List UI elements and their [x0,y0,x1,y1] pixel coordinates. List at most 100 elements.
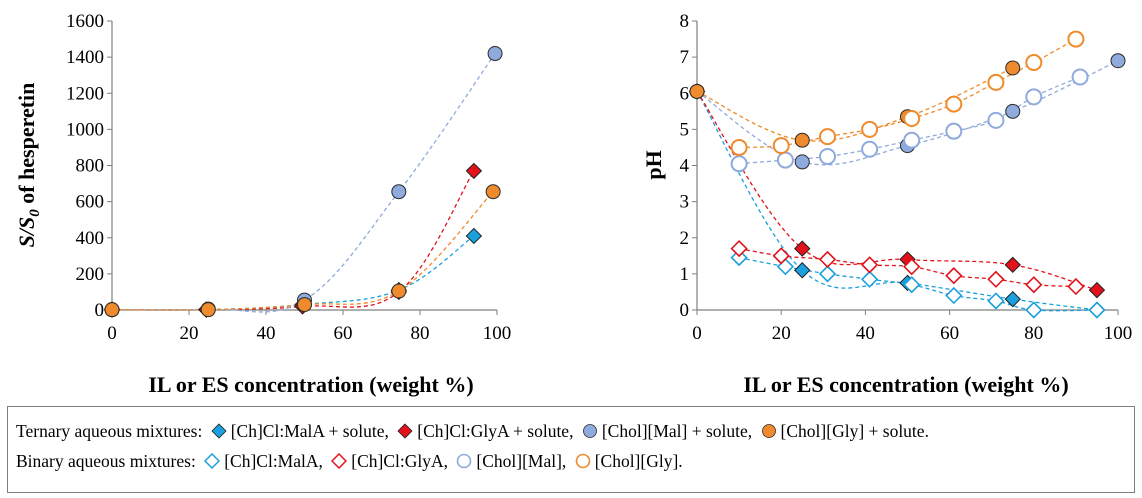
legend-item: [Chol][Mal] + solute, [578,421,752,441]
y-tick-label-right: 7 [680,47,690,68]
x-tick-label-left: 40 [257,323,276,344]
data-point-left-chol-mal-solute [487,46,503,62]
x-tick-label-right: 40 [856,323,875,344]
y-tick-label-left: 200 [76,264,105,285]
data-point-right-chol-mal [945,122,963,140]
data-point-right-chol-gly [945,95,963,113]
x-tick-label-right: 60 [940,323,959,344]
legend-item-label: [Chol][Gly] + solute. [780,421,929,441]
data-point-right-chol-mal-solute [1005,103,1021,119]
chart-right-ph: pH IL or ES concentration (weight %) 0 1 2… [641,11,1132,397]
series-line-right-ch-cl-mala-solute [696,91,1098,311]
y-axis-label-left-sub: 0 [27,209,43,217]
data-point-left-chol-gly-solute [391,283,407,299]
data-point-right-ch-cl-mala [903,276,921,294]
y-tick-label-right: 3 [680,192,690,213]
legend-item-label: [Chol][Gly]. [594,451,683,471]
data-point-right-ch-cl-glya [772,247,790,265]
series-line-right-chol-gly-solute [696,67,1014,142]
data-point-right-chol-gly [730,138,748,156]
legend-item-label: [Ch]Cl:MalA, [224,451,323,471]
data-point-right-chol-mal [987,111,1005,129]
x-tick-label-right: 0 [692,323,702,344]
legend-item: [Ch]Cl:GlyA + solute, [393,421,573,441]
circle-open-icon [457,453,472,469]
data-point-right-ch-cl-glya-solute [794,240,811,257]
legend-item: [Ch]Cl:MalA + solute, [207,421,389,441]
series-line-right-ch-cl-glya-solute [696,91,1098,291]
x-tick-label-left: 80 [411,323,430,344]
legend-item: [Ch]Cl:GlyA, [327,451,448,471]
circle-filled-icon [761,424,776,438]
series-line-right-chol-mal-solute [696,60,1119,166]
data-point-right-ch-cl-glya-solute [1088,281,1106,299]
legend-item: [Chol][Gly]. [571,451,683,471]
x-axis-label-left: IL or ES concentration (weight %) [148,372,473,397]
data-point-right-ch-cl-mala [987,292,1005,310]
data-point-right-ch-cl-mala-solute [1004,290,1021,308]
data-point-right-ch-cl-mala [818,265,837,283]
data-point-right-chol-gly [861,120,879,138]
y-tick-label-right: 1 [680,264,690,285]
data-point-right-ch-cl-glya [730,239,748,258]
data-point-right-chol-mal [861,140,879,158]
y-tick-label-right: 2 [680,228,690,249]
data-point-right-ch-cl-glya-solute [1004,256,1021,274]
data-point-right-chol-gly [819,128,837,146]
data-point-right-chol-mal [1071,68,1089,86]
series-line-left-ch-cl-glya-solute [111,170,475,311]
legend-row-ternary: Ternary aqueous mixtures: [Ch]Cl:MalA + … [16,416,1126,446]
legend-binary-prefix: Binary aqueous mixtures: [16,451,196,471]
data-point-right-ch-cl-mala [730,248,748,267]
data-point-right-chol-mal-solute [794,154,810,170]
x-tick-label-left: 60 [334,323,353,344]
x-axis-label-right: IL or ES concentration (weight %) [743,372,1068,397]
diamond-open-icon [204,453,221,469]
data-point-right-ch-cl-glya [1025,276,1043,294]
y-axis-label-left-prefix: S/S [14,217,39,248]
data-point-right-ch-cl-mala [945,286,963,305]
y-tick-label-left: 1200 [66,83,104,104]
legend-item-label: [Chol][Mal], [476,451,567,471]
data-point-right-ch-cl-glya [818,250,837,269]
y-tick-label-left: 400 [76,228,105,249]
series-line-left-chol-mal-solute [111,53,496,313]
data-point-right-chol-mal [903,131,921,149]
x-tick-label-left: 0 [107,323,117,344]
data-point-right-ch-cl-glya [987,270,1005,288]
data-point-right-chol-gly-solute [794,132,810,148]
y-axis-label-right: pH [641,150,666,179]
y-tick-label-right: 5 [680,119,690,140]
data-point-left-chol-gly-solute [104,302,120,318]
data-point-left-chol-gly-solute [485,184,501,200]
x-tick-label-left: 100 [483,323,512,344]
data-point-right-chol-gly-solute [689,83,705,99]
y-tick-label-left: 0 [95,300,105,321]
x-tick-label-right: 100 [1104,323,1133,344]
data-point-right-ch-cl-glya [860,256,879,274]
legend-ternary-prefix: Ternary aqueous mixtures: [16,421,203,441]
y-tick-label-left: 800 [76,156,105,177]
data-point-right-chol-gly [1025,54,1043,72]
diamond-filled-icon [397,423,413,439]
y-tick-label-right: 6 [680,83,690,104]
y-tick-label-left: 1600 [66,11,104,32]
diamond-filled-icon [211,423,227,439]
data-point-right-chol-gly [1067,30,1085,48]
legend-item: [Chol][Gly] + solute. [757,421,929,441]
data-point-left-chol-mal-solute [391,184,407,200]
data-point-right-ch-cl-mala-solute [794,262,811,279]
x-tick-label-left: 20 [180,323,199,344]
chart-left-solubility: S/S0 of hesperetin IL or ES concentratio… [14,11,511,397]
circle-open-icon [575,453,590,469]
data-point-right-chol-gly-solute [1005,60,1021,76]
y-tick-label-right: 4 [680,156,690,177]
data-point-right-chol-mal [1025,88,1043,106]
data-point-right-ch-cl-glya [945,267,963,285]
diamond-open-icon [331,453,348,469]
y-axis-label-left-suffix: of hesperetin [14,83,39,210]
legend-item-label: [Ch]Cl:GlyA + solute, [417,421,574,441]
data-point-left-ch-cl-glya-solute [465,162,483,180]
series-line-left-chol-gly-solute [111,191,494,311]
y-tick-label-right: 8 [680,11,690,32]
